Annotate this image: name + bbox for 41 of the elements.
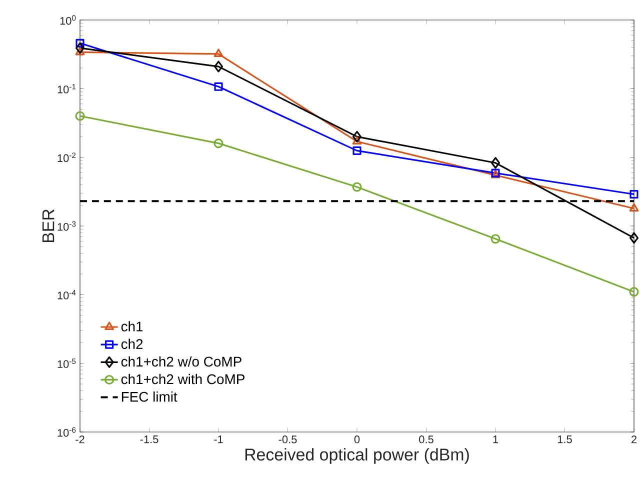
y-axis-title: BER xyxy=(42,209,54,242)
point xyxy=(214,138,224,148)
y-tick-label: 10$^{-2}$ xyxy=(58,152,76,162)
legend-label: ch1+ch2 with CoMP xyxy=(121,374,244,384)
x-tick-label: 0 xyxy=(354,436,360,444)
point xyxy=(352,130,362,142)
x-tick-label: 0.5 xyxy=(419,436,434,444)
point xyxy=(214,48,224,58)
point xyxy=(629,287,639,297)
point xyxy=(490,234,500,244)
x-tick-label: -1 xyxy=(214,436,223,444)
x-tick-label: -0.5 xyxy=(278,436,297,444)
point xyxy=(352,182,362,192)
legend-label: ch1 xyxy=(121,321,143,332)
y-tick-label: 10$^{-1}$ xyxy=(58,84,76,94)
point xyxy=(629,203,639,212)
point xyxy=(352,146,362,155)
x-tick-label: 1.5 xyxy=(558,436,572,444)
x-tick-label: -1.5 xyxy=(140,436,158,444)
point xyxy=(75,46,85,56)
legend-label: ch2 xyxy=(121,338,143,350)
point xyxy=(214,82,223,91)
y-tick-label: 10$^{-5}$ xyxy=(58,358,76,368)
point xyxy=(490,157,500,169)
point xyxy=(75,42,85,54)
point xyxy=(214,60,224,72)
point xyxy=(76,38,84,48)
x-tick-label: 2 xyxy=(632,436,636,444)
y-tick-label: 10$^{0}$ xyxy=(60,15,76,25)
y-tick-label: 10$^{-6}$ xyxy=(58,427,76,437)
y-tick-label: 10$^{-3}$ xyxy=(58,221,76,231)
point xyxy=(352,136,362,145)
point xyxy=(629,232,639,244)
point xyxy=(630,190,638,199)
x-tick-label: 1 xyxy=(493,436,498,444)
point xyxy=(75,111,85,121)
legend-label: FEC limit xyxy=(122,392,178,402)
y-tick-label: 10$^{-4}$ xyxy=(58,290,76,300)
x-tick-label: -2 xyxy=(76,436,84,444)
x-axis-title: Received optical power (dBm) xyxy=(245,448,469,464)
legend-label: ch1+ch2 w/o CoMP xyxy=(121,356,242,367)
